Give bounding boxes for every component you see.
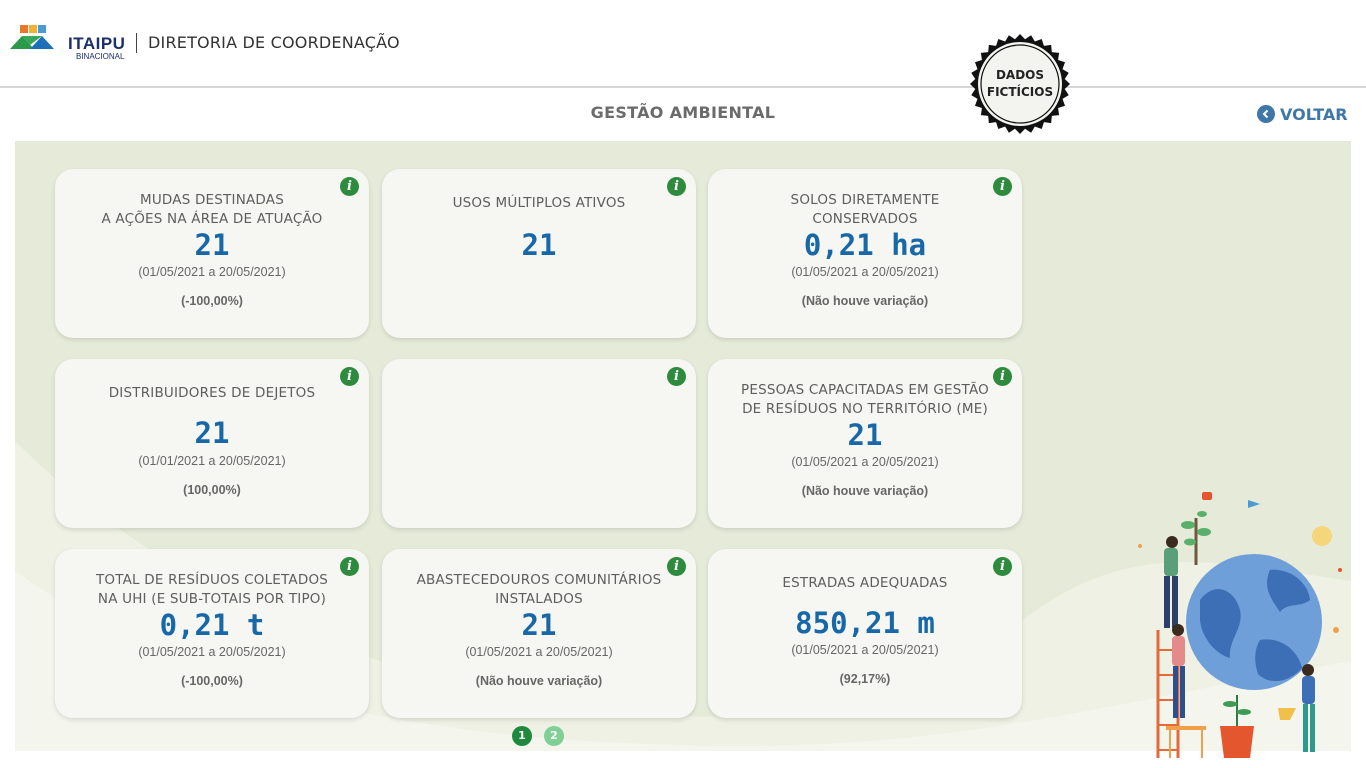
chevron-left-icon bbox=[1257, 105, 1275, 123]
card-period: (01/05/2021 a 20/05/2021) bbox=[138, 265, 286, 279]
back-button-label: VOLTAR bbox=[1280, 104, 1348, 124]
card-period: (01/05/2021 a 20/05/2021) bbox=[138, 645, 286, 659]
info-icon[interactable]: i bbox=[340, 557, 359, 576]
card-variation: (-100,00%) bbox=[181, 294, 243, 308]
page-1-button[interactable]: 1 bbox=[512, 726, 532, 746]
card-title-line: INSTALADOS bbox=[495, 591, 583, 607]
stamp-line-2: FICTÍCIOS bbox=[986, 85, 1054, 99]
card-title: USOS MÚLTIPLOS ATIVOS bbox=[402, 194, 676, 213]
page-title: GESTÃO AMBIENTAL bbox=[590, 103, 776, 122]
back-button[interactable]: VOLTAR bbox=[1257, 103, 1348, 125]
card-title-line: PESSOAS CAPACITADAS EM GESTÃO bbox=[741, 382, 989, 398]
card-title-line: TOTAL DE RESÍDUOS COLETADOS bbox=[95, 572, 329, 588]
info-icon[interactable]: i bbox=[340, 177, 359, 196]
stamp-text: DADOS FICTÍCIOS bbox=[969, 33, 1071, 135]
card-empty[interactable]: i bbox=[382, 359, 696, 528]
card-title-line: SOLOS DIRETAMENTE bbox=[790, 192, 940, 208]
card-title-line: CONSERVADOS bbox=[812, 211, 918, 227]
card-variation: (Não houve variação) bbox=[801, 294, 929, 308]
header-title: DIRETORIA DE COORDENAÇÃO bbox=[148, 33, 400, 52]
card-title-line: NA UHI (E SUB-TOTAIS POR TIPO) bbox=[97, 591, 327, 607]
header-divider bbox=[136, 33, 137, 53]
card-roads-adequate[interactable]: i ESTRADAS ADEQUADAS 850,21 m (01/05/202… bbox=[708, 549, 1022, 718]
info-icon[interactable]: i bbox=[340, 367, 359, 386]
card-value: 21 bbox=[521, 228, 557, 262]
page-2-button[interactable]: 2 bbox=[544, 726, 564, 746]
dashboard-panel: i MUDAS DESTINADAS A AÇÕES NA ÁREA DE AT… bbox=[15, 141, 1351, 751]
itaipu-logo-mark bbox=[10, 25, 54, 49]
card-period: (01/05/2021 a 20/05/2021) bbox=[791, 265, 939, 279]
card-period: (01/05/2021 a 20/05/2021) bbox=[791, 643, 939, 657]
card-title-line: A AÇÕES NA ÁREA DE ATUAÇÃO bbox=[101, 211, 323, 227]
info-icon[interactable]: i bbox=[667, 177, 686, 196]
stamp-line-1: DADOS bbox=[995, 68, 1045, 82]
card-title: DISTRIBUIDORES DE DEJETOS bbox=[75, 384, 349, 403]
card-title-line: ESTRADAS ADEQUADAS bbox=[782, 575, 948, 591]
card-title: SOLOS DIRETAMENTE CONSERVADOS bbox=[728, 191, 1002, 229]
logo-subtext: BINACIONAL bbox=[76, 52, 125, 61]
card-seedlings[interactable]: i MUDAS DESTINADAS A AÇÕES NA ÁREA DE AT… bbox=[55, 169, 369, 338]
card-soils-conserved[interactable]: i SOLOS DIRETAMENTE CONSERVADOS 0,21 ha … bbox=[708, 169, 1022, 338]
card-variation: (Não houve variação) bbox=[475, 674, 603, 688]
info-icon[interactable]: i bbox=[993, 177, 1012, 196]
pagination: 1 2 bbox=[512, 726, 564, 746]
card-title-line: DE RESÍDUOS NO TERRITÓRIO (ME) bbox=[742, 401, 988, 417]
card-value: 21 bbox=[521, 608, 557, 642]
card-variation: (Não houve variação) bbox=[801, 484, 929, 498]
card-title-line: ABASTECEDOUROS COMUNITÁRIOS bbox=[416, 572, 662, 588]
card-title: ESTRADAS ADEQUADAS bbox=[728, 574, 1002, 593]
card-value: 0,21 t bbox=[159, 608, 265, 642]
card-variation: (100,00%) bbox=[183, 483, 241, 497]
card-value: 21 bbox=[847, 418, 883, 452]
card-title-line: USOS MÚLTIPLOS ATIVOS bbox=[452, 195, 626, 211]
card-period: (01/05/2021 a 20/05/2021) bbox=[791, 455, 939, 469]
card-variation: (92,17%) bbox=[839, 672, 891, 686]
card-value: 21 bbox=[194, 416, 230, 450]
earth-care-illustration bbox=[1138, 492, 1342, 758]
card-title: MUDAS DESTINADAS A AÇÕES NA ÁREA DE ATUA… bbox=[75, 191, 349, 229]
card-value: 21 bbox=[194, 228, 230, 262]
fictitious-data-stamp: DADOS FICTÍCIOS bbox=[969, 33, 1071, 135]
card-total-waste[interactable]: i TOTAL DE RESÍDUOS COLETADOS NA UHI (E … bbox=[55, 549, 369, 718]
card-period: (01/05/2021 a 20/05/2021) bbox=[465, 645, 613, 659]
card-title: PESSOAS CAPACITADAS EM GESTÃO DE RESÍDUO… bbox=[728, 381, 1002, 419]
info-icon[interactable]: i bbox=[993, 367, 1012, 386]
card-title: ABASTECEDOUROS COMUNITÁRIOS INSTALADOS bbox=[402, 571, 676, 609]
card-title-line: MUDAS DESTINADAS bbox=[139, 192, 284, 208]
info-icon[interactable]: i bbox=[667, 557, 686, 576]
card-value: 0,21 ha bbox=[803, 228, 927, 262]
card-waste-distributors[interactable]: i DISTRIBUIDORES DE DEJETOS 21 (01/01/20… bbox=[55, 359, 369, 528]
card-variation: (-100,00%) bbox=[181, 674, 243, 688]
itaipu-logo[interactable]: ITAIPU BINACIONAL bbox=[10, 25, 130, 65]
card-value: 850,21 m bbox=[795, 606, 935, 640]
card-multiple-uses[interactable]: i USOS MÚLTIPLOS ATIVOS 21 bbox=[382, 169, 696, 338]
info-icon[interactable]: i bbox=[667, 367, 686, 386]
card-community-supply[interactable]: i ABASTECEDOUROS COMUNITÁRIOS INSTALADOS… bbox=[382, 549, 696, 718]
card-period: (01/01/2021 a 20/05/2021) bbox=[138, 454, 286, 468]
app-header: ITAIPU BINACIONAL DIRETORIA DE COORDENAÇ… bbox=[0, 0, 1366, 88]
stamp-seal-shape bbox=[970, 34, 1070, 134]
logo-text: ITAIPU bbox=[68, 34, 126, 53]
info-icon[interactable]: i bbox=[993, 557, 1012, 576]
card-title: TOTAL DE RESÍDUOS COLETADOS NA UHI (E SU… bbox=[75, 571, 349, 609]
card-people-trained[interactable]: i PESSOAS CAPACITADAS EM GESTÃO DE RESÍD… bbox=[708, 359, 1022, 528]
card-title-line: DISTRIBUIDORES DE DEJETOS bbox=[108, 385, 316, 401]
